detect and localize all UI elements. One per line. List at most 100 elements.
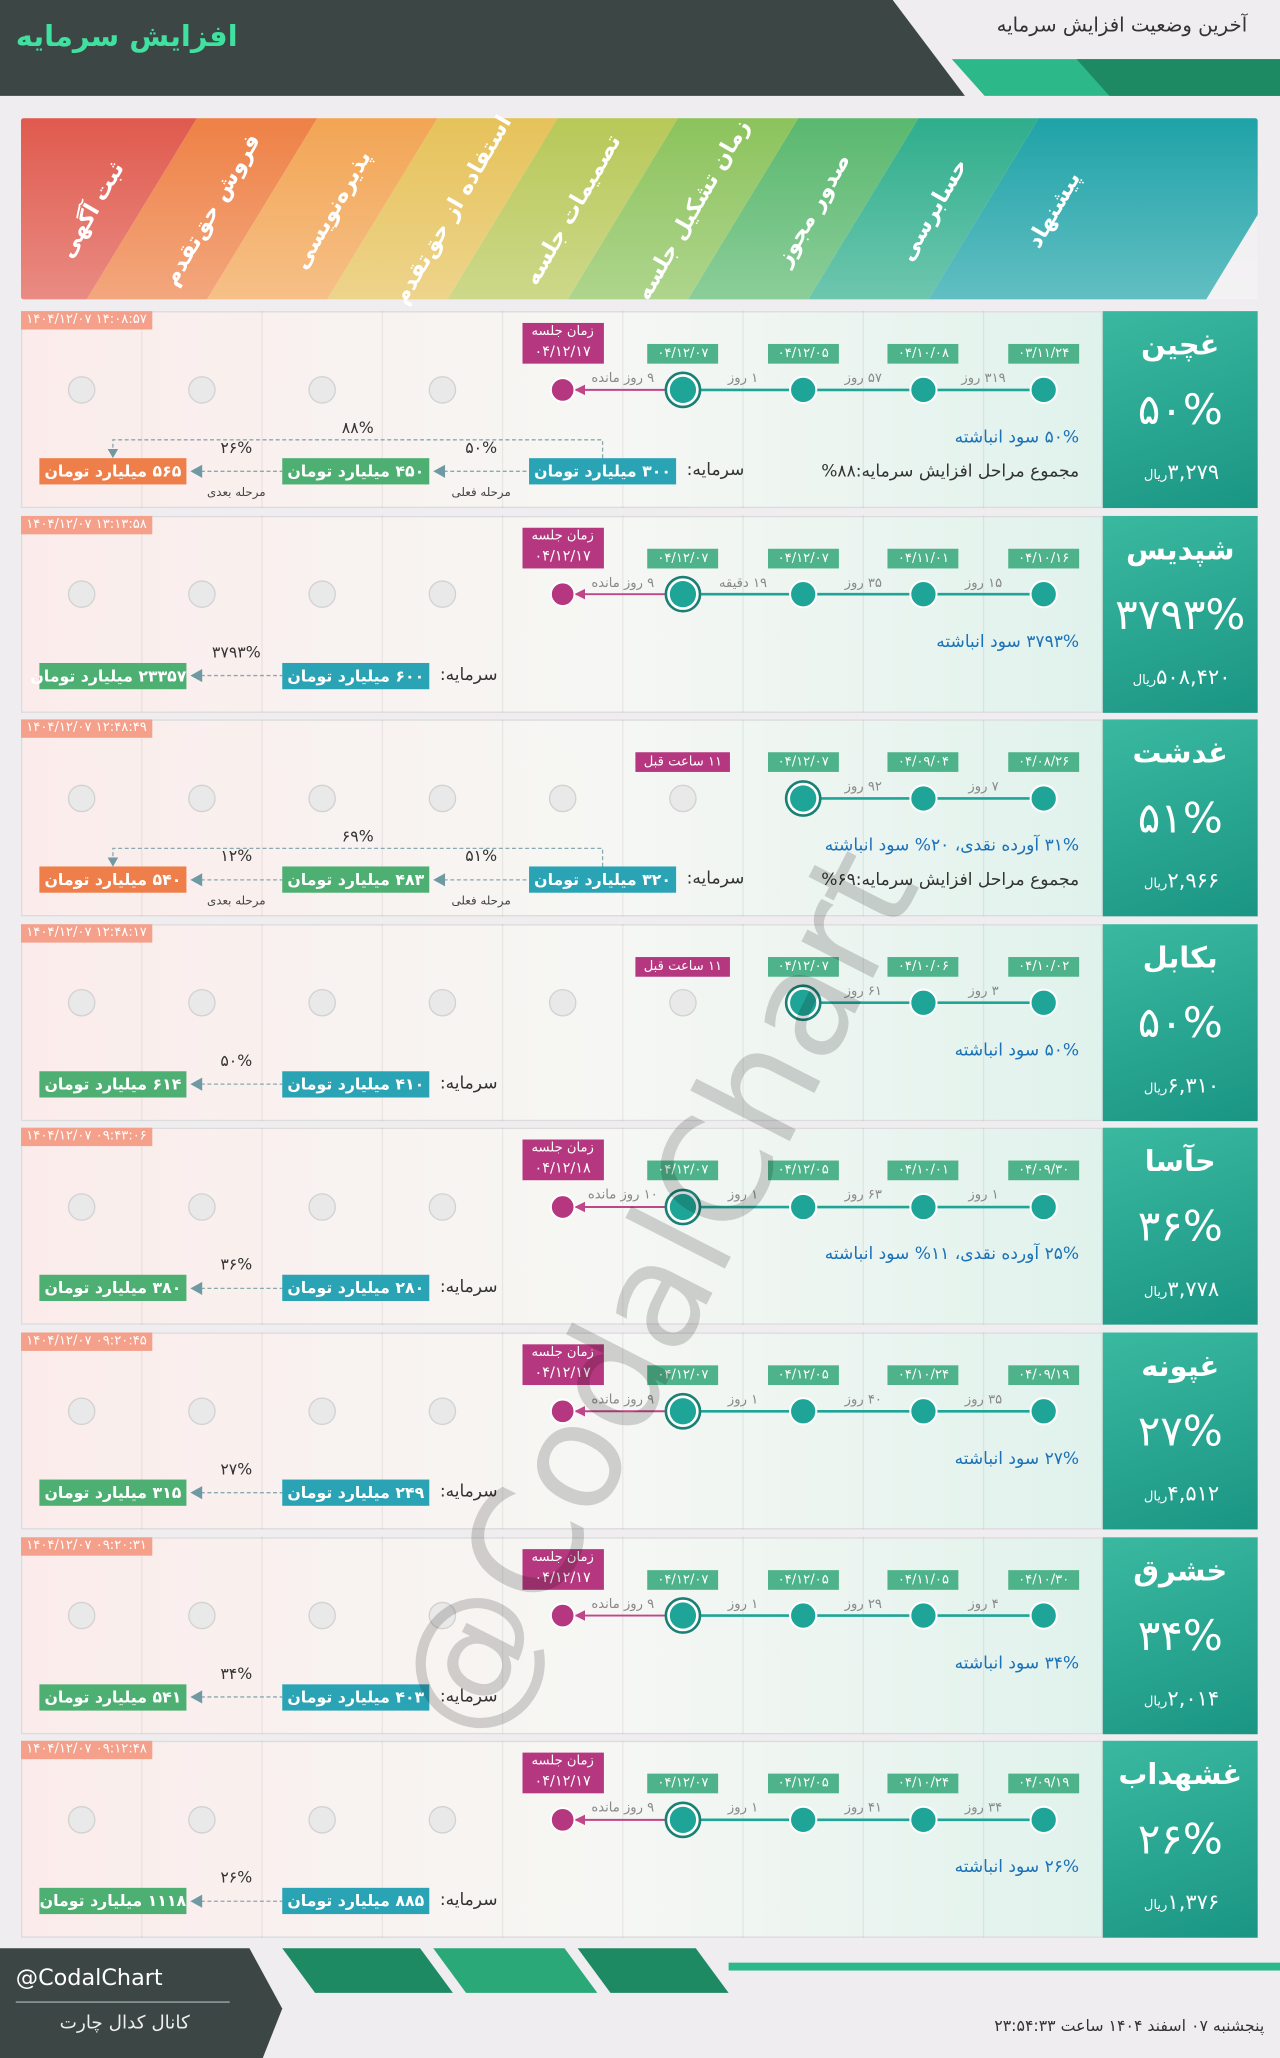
meeting-node xyxy=(549,1398,576,1425)
price: ۴,۵۱۲ریال xyxy=(1113,1481,1250,1506)
pending-node xyxy=(428,376,457,404)
step-label: مرحله فعلی xyxy=(451,487,511,501)
meeting-date: ۰۴/۱۲/۱۷ xyxy=(534,1568,591,1586)
capital-step: ۵۴۱ میلیارد تومان xyxy=(39,1683,187,1711)
stage-node xyxy=(1029,580,1058,609)
stage-node xyxy=(789,1397,818,1426)
row-card xyxy=(1102,1128,1258,1326)
stage-date: ۰۴/۰۹/۱۹ xyxy=(1008,1773,1080,1794)
pending-node xyxy=(67,1397,96,1426)
capital-step: ۳۰۰ میلیارد تومان xyxy=(529,458,677,485)
page-title: افزایش سرمایه xyxy=(15,21,238,54)
stage-node xyxy=(789,375,818,405)
capital-step: ۶۱۴ میلیارد تومان xyxy=(39,1070,187,1098)
capital-label: سرمایه: xyxy=(439,1482,498,1502)
price-value: ۱,۳۷۶ xyxy=(1167,1889,1220,1915)
pending-node xyxy=(188,1193,216,1221)
capital-label: سرمایه: xyxy=(686,460,745,481)
description: ۲۵% آورده نقدی، ۱۱% سود انباشته xyxy=(824,1245,1080,1265)
stage-gap: ۵۷ روز xyxy=(844,371,882,386)
capital-step: ۲۸۰ میلیارد تومان xyxy=(282,1275,430,1302)
pending-node xyxy=(308,376,336,404)
meeting-box xyxy=(521,1752,604,1794)
stage-gap: ۹ روز مانده xyxy=(591,575,655,591)
capital-label: سرمایه: xyxy=(439,1686,498,1707)
meeting-box xyxy=(521,1548,604,1590)
stage-date: ۰۴/۰۹/۰۴ xyxy=(887,752,959,773)
capital-label: سرمایه: xyxy=(439,665,498,685)
symbol: شپدیس xyxy=(1125,533,1235,567)
current-node xyxy=(669,1602,697,1629)
stage-node xyxy=(909,375,938,405)
price-value: ۲,۹۶۶ xyxy=(1167,868,1220,893)
meeting-label: زمان جلسه xyxy=(531,1141,594,1156)
timestamp: ۱۴۰۴/۱۲/۰۷ ۰۹:۱۲:۴۸ xyxy=(21,1741,153,1760)
price: ۳,۷۷۸ریال xyxy=(1113,1277,1250,1302)
stage-gap: ۱۰ روز مانده xyxy=(587,1188,658,1204)
percent: ۳۴% xyxy=(1137,1610,1223,1661)
pending-node xyxy=(308,988,336,1017)
capital-step: ۵۶۵ میلیارد تومان xyxy=(39,458,187,485)
pending-node xyxy=(428,988,457,1017)
currency: ریال xyxy=(1143,1898,1168,1914)
meeting-label: زمان جلسه xyxy=(531,1754,594,1769)
capital-arrowhead xyxy=(190,1894,203,1908)
capital-arrowhead xyxy=(190,1486,203,1500)
capital-arrowhead xyxy=(433,873,446,887)
percent: ۳۷۹۳% xyxy=(1115,588,1246,639)
price: ۲,۹۶۶ریال xyxy=(1113,868,1250,893)
footer-channel: کانال کدال چارت xyxy=(59,2012,190,2034)
meeting-date: ۰۴/۱۲/۱۷ xyxy=(534,342,591,360)
stage-date: ۰۴/۰۹/۱۹ xyxy=(1008,1365,1080,1386)
meeting-arrow xyxy=(574,1814,585,1826)
current-node xyxy=(669,581,697,608)
capital-step: ۸۸۵ میلیارد تومان xyxy=(282,1888,430,1915)
total-arrowhead xyxy=(107,448,119,459)
capital-step: ۴۵۰ میلیارد تومان xyxy=(282,458,430,485)
meeting-label: زمان جلسه xyxy=(531,1549,594,1565)
stage-gap: ۹ روز مانده xyxy=(591,1801,655,1816)
pending-node xyxy=(188,988,216,1017)
description: ۲۷% سود انباشته xyxy=(954,1449,1080,1470)
pending-node xyxy=(67,1806,96,1834)
capital-arrowhead xyxy=(190,669,203,683)
meeting-box xyxy=(521,527,604,568)
stage-fade xyxy=(21,118,1258,300)
pending-node xyxy=(308,580,336,608)
header-band xyxy=(0,0,965,96)
price: ۶,۳۱۰ریال xyxy=(1113,1072,1250,1097)
stage-node xyxy=(1029,1192,1058,1222)
capital-change: ۵۱% xyxy=(465,847,498,866)
stage-date: ۰۴/۱۰/۰۲ xyxy=(1008,956,1080,977)
pending-node xyxy=(67,1193,96,1221)
description: ۵۰% سود انباشته xyxy=(954,1040,1080,1061)
timestamp: ۱۴۰۴/۱۲/۰۷ ۱۲:۴۸:۴۹ xyxy=(21,719,153,739)
pending-node xyxy=(428,1806,457,1834)
stage-gap: ۱ روز xyxy=(727,1188,759,1204)
stage-node xyxy=(1029,1601,1058,1630)
pending-node xyxy=(308,1806,336,1834)
header-stripe xyxy=(1076,59,1280,96)
timestamp: ۱۴۰۴/۱۲/۰۷ ۱۳:۱۳:۵۸ xyxy=(21,515,153,534)
stage-node xyxy=(909,1192,938,1222)
capital-arrowhead xyxy=(190,1281,203,1295)
pending-node xyxy=(669,988,697,1017)
price-value: ۴,۵۱۲ xyxy=(1167,1480,1220,1506)
pending-node xyxy=(188,376,216,404)
stage-date: ۰۴/۱۲/۰۷ xyxy=(647,1569,719,1590)
pending-node xyxy=(67,376,96,404)
stage-node xyxy=(909,1805,938,1834)
stage-gap: ۲۹ روز xyxy=(844,1597,882,1612)
timestamp: ۱۴۰۴/۱۲/۰۷ ۰۹:۴۳:۰۶ xyxy=(21,1128,153,1147)
stage-date: ۰۴/۱۲/۰۷ xyxy=(767,752,839,773)
percent: ۲۷% xyxy=(1137,1406,1223,1456)
pending-node xyxy=(428,784,457,813)
stage-gap: ۳۵ روز xyxy=(844,575,882,591)
stage-node xyxy=(909,988,938,1017)
capital-change: ۲۶% xyxy=(220,1868,253,1887)
pending-node xyxy=(67,1601,96,1630)
stage-date: ۰۴/۱۰/۲۴ xyxy=(887,1365,959,1386)
stage-date: ۰۴/۱۰/۰۶ xyxy=(887,956,959,977)
